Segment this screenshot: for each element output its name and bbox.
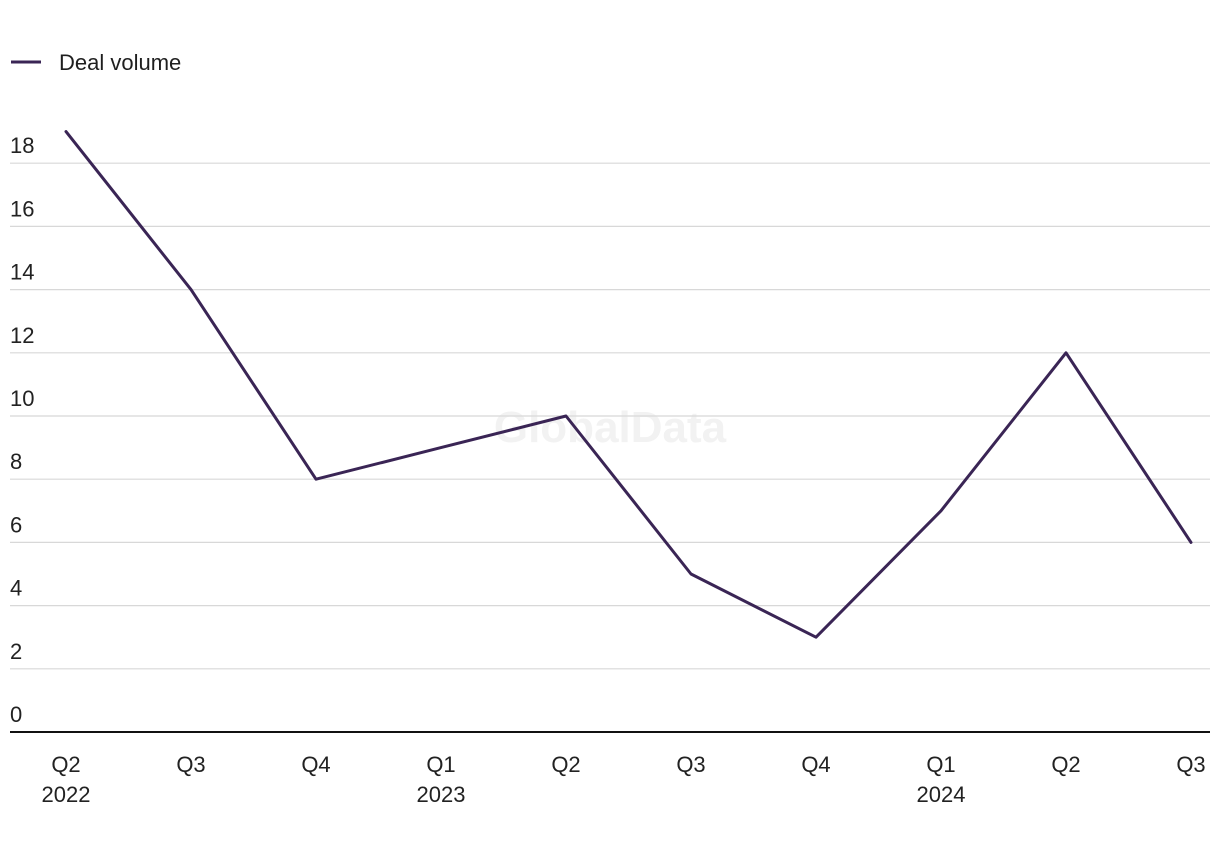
x-axis-ticks: Q2 2022 Q3 Q4 Q1 2023 Q2 Q3 Q4 Q1 2024 Q2 Q3 <box>42 752 1206 807</box>
x-tick-label: Q2 <box>1051 752 1080 777</box>
y-tick-label: 2 <box>10 639 22 664</box>
x-tick-label: Q4 <box>301 752 330 777</box>
y-tick-label: 0 <box>10 702 22 727</box>
x-tick-label: Q4 <box>801 752 830 777</box>
deal-volume-line <box>64 130 1193 639</box>
y-tick-label: 8 <box>10 449 22 474</box>
y-tick-label: 10 <box>10 386 34 411</box>
x-tick-label: Q3 <box>1176 752 1205 777</box>
legend: Deal volume <box>11 50 181 75</box>
legend-label: Deal volume <box>59 50 181 75</box>
x-tick-label: Q1 <box>426 752 455 777</box>
watermark-text: GlobalData <box>494 403 727 452</box>
y-tick-label: 14 <box>10 260 34 285</box>
x-year-label: 2023 <box>417 782 466 807</box>
x-tick-label: Q2 <box>551 752 580 777</box>
x-year-label: 2022 <box>42 782 91 807</box>
y-tick-label: 16 <box>10 196 34 221</box>
x-tick-label: Q3 <box>676 752 705 777</box>
x-year-label: 2024 <box>917 782 966 807</box>
series-lines <box>64 130 1193 639</box>
y-tick-label: 12 <box>10 323 34 348</box>
y-tick-label: 18 <box>10 133 34 158</box>
y-tick-label: 4 <box>10 576 22 601</box>
x-tick-label: Q2 <box>51 752 80 777</box>
y-gridlines <box>10 162 1210 670</box>
x-tick-label: Q3 <box>176 752 205 777</box>
y-axis-ticks: 0 2 4 6 8 10 12 14 16 18 <box>10 133 34 727</box>
x-tick-label: Q1 <box>926 752 955 777</box>
y-tick-label: 6 <box>10 512 22 537</box>
